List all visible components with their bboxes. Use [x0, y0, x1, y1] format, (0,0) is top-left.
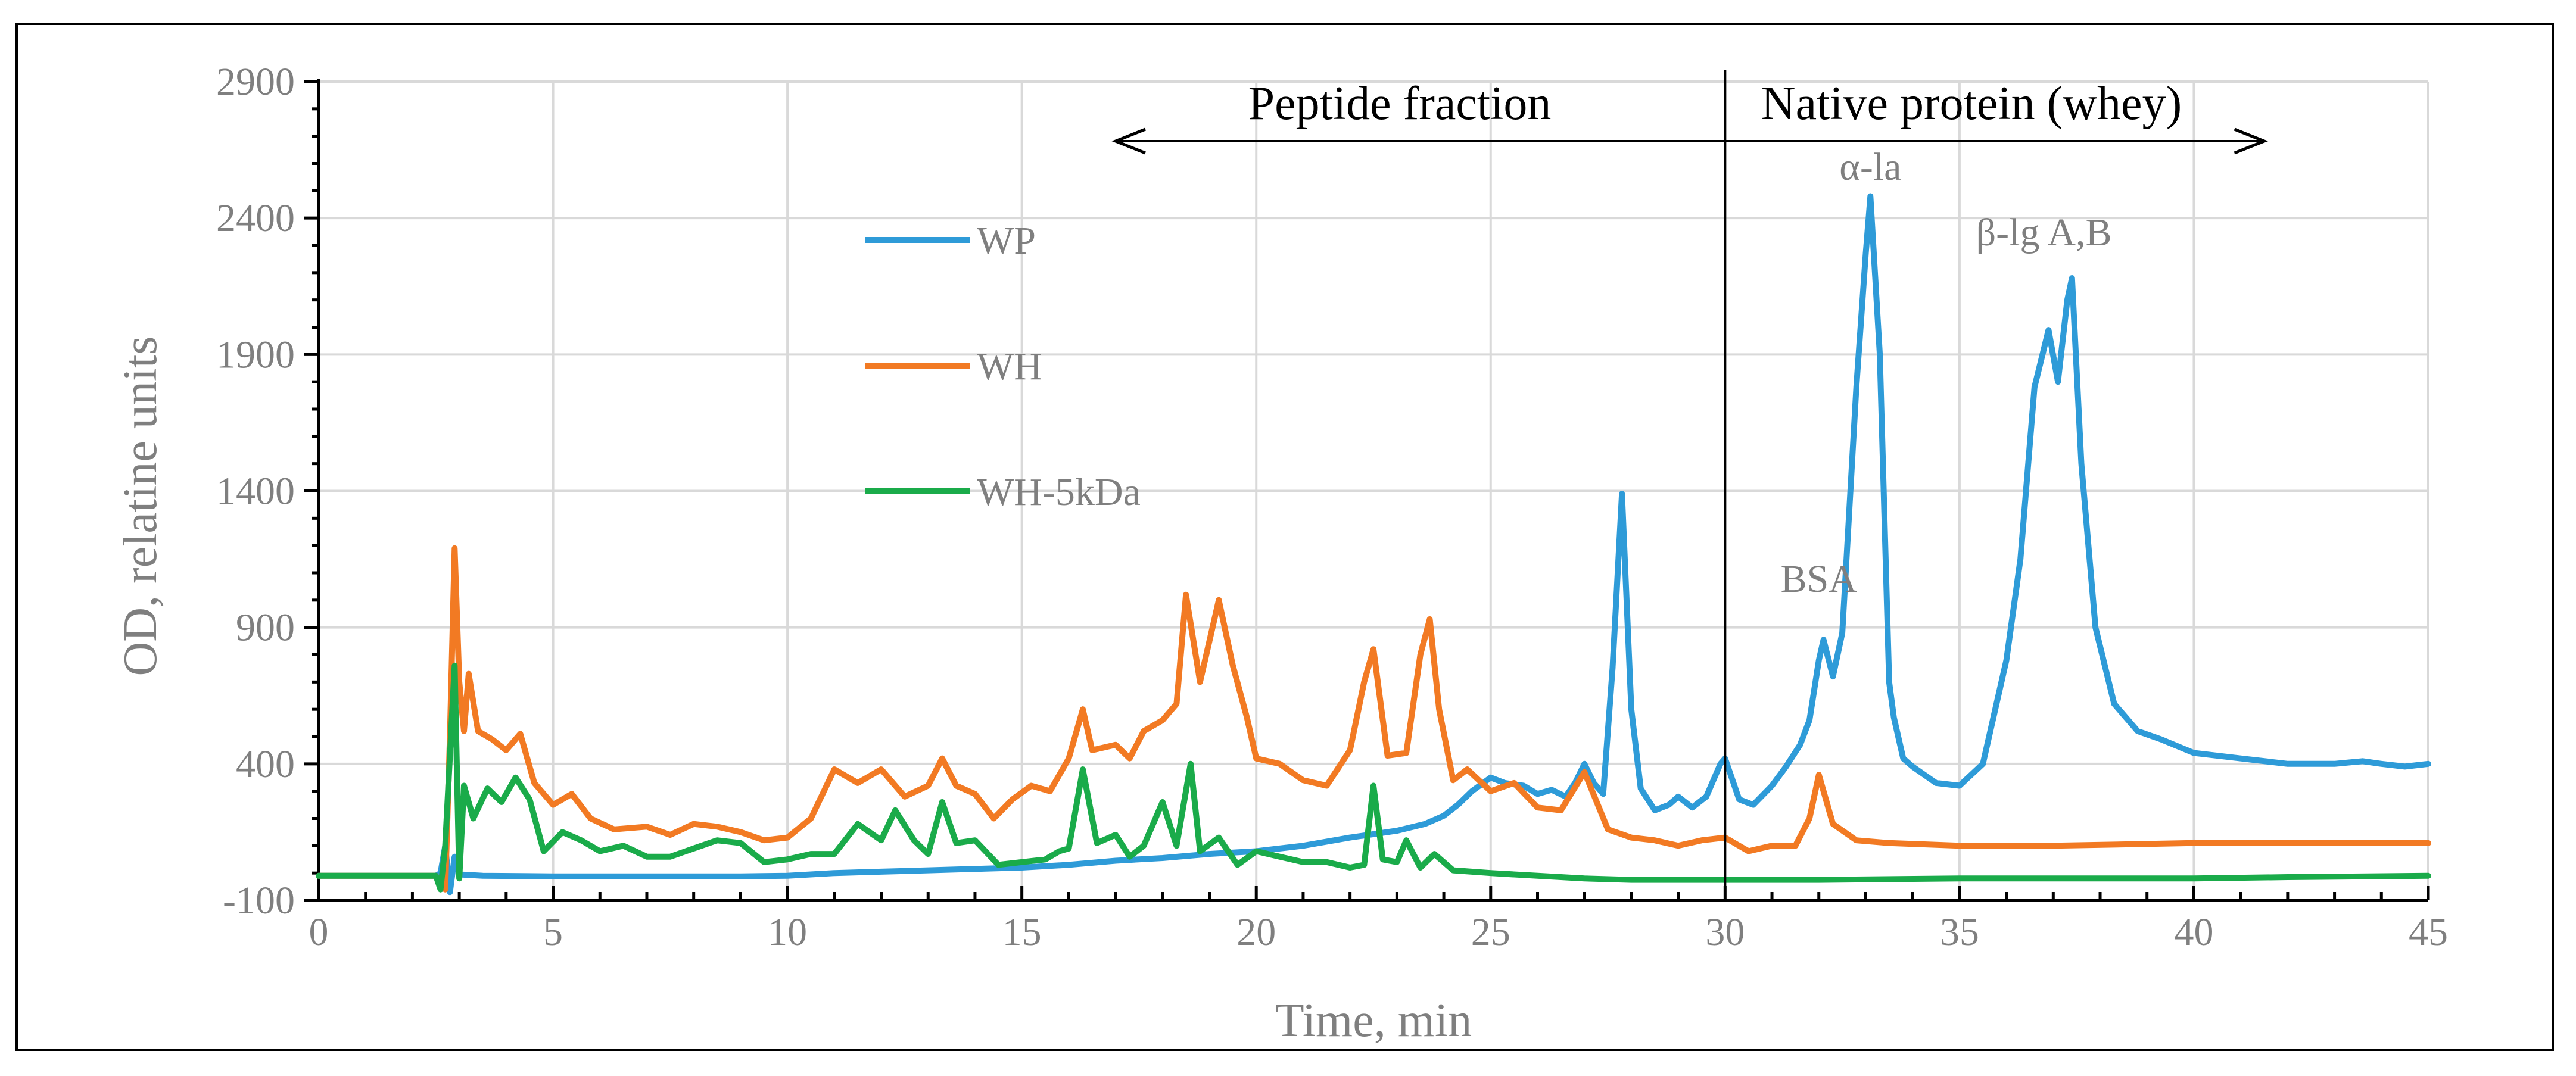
x-tick-label-35: 35	[1940, 910, 1979, 954]
series-line-wh-5kda	[316, 662, 2431, 893]
region-arrow-head-1	[2234, 127, 2269, 155]
x-tick-label-40: 40	[2174, 910, 2213, 954]
y-axis-title: OD, relatine units	[114, 336, 167, 676]
annotation-beta-lg: β-lg A,B	[1976, 211, 2112, 254]
x-tick-label-45: 45	[2409, 910, 2448, 954]
x-tick-label-10: 10	[768, 910, 807, 954]
x-tick-label-20: 20	[1236, 910, 1276, 954]
annotation-alpha-la: α-la	[1839, 145, 1901, 189]
region-arrow-head-0	[1111, 127, 1147, 155]
x-tick-label-15: 15	[1002, 910, 1042, 954]
grid-lines	[319, 80, 2429, 900]
y-tick-label-900: 900	[236, 606, 295, 650]
y-tick-label--100: -100	[223, 879, 295, 922]
y-tick-label-2400: 2400	[216, 197, 295, 240]
region-label-peptide: Peptide fraction	[1248, 77, 1552, 130]
legend-label-wh-5kda: WH-5kDa	[977, 470, 1141, 514]
series-lines	[316, 193, 2431, 896]
x-tick-label-25: 25	[1471, 910, 1510, 954]
y-tick-label-1900: 1900	[216, 333, 295, 376]
region-arrows	[1111, 127, 2269, 155]
x-tick-label-0: 0	[309, 910, 329, 954]
annotation-bsa: BSA	[1781, 557, 1858, 601]
series-line-wh	[316, 545, 2431, 893]
region-label-native: Native protein (whey)	[1761, 77, 2182, 130]
legend-label-wh: WH	[977, 345, 1042, 388]
x-tick-label-30: 30	[1705, 910, 1745, 954]
legend: WP WH WH-5kDa	[865, 219, 1141, 514]
y-tick-label-400: 400	[236, 743, 295, 786]
series-line-wp	[316, 193, 2431, 896]
y-tick-label-2900: 2900	[216, 60, 295, 104]
x-tick-label-5: 5	[543, 910, 563, 954]
legend-label-wp: WP	[977, 219, 1036, 263]
axes: -100 400 900 1400 1900 2400 2900 0 5 10 15 20 25 30 35…	[216, 60, 2448, 954]
y-tick-label-1400: 1400	[216, 470, 295, 513]
x-axis-title: Time, min	[1275, 994, 1472, 1047]
